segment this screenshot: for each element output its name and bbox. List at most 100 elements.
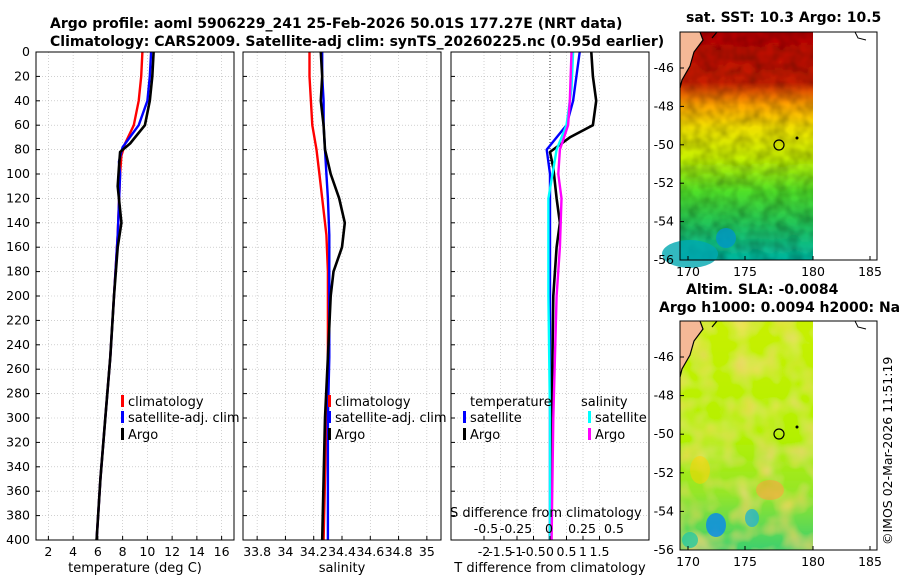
imos-watermark: ©IMOS 02-Mar-2026 11:51:19 xyxy=(880,357,895,545)
sla-low-patch xyxy=(682,532,698,548)
map-y-tick-label: -54 xyxy=(654,503,674,518)
sla-map-axes: 170 175 180 185 -46 -48 -50 -52 -54 -56 xyxy=(654,349,882,569)
map-y-tick-label: -52 xyxy=(654,465,674,480)
s-difference-label: S difference from climatology xyxy=(450,506,642,521)
argo-float-marker xyxy=(773,428,785,440)
sla-low-patch xyxy=(706,513,726,537)
y-tick-label: 220 xyxy=(6,312,30,327)
coastline-icon xyxy=(854,31,867,41)
x-tick-label: 0.5 xyxy=(557,544,577,559)
x-tick-label: 1 xyxy=(579,544,587,559)
sla-field xyxy=(680,321,813,550)
legend-label-satellite: satellite-adj. clim xyxy=(335,411,447,426)
map-y-tick-label: -48 xyxy=(654,388,674,403)
legend-label-climatology: climatology xyxy=(128,395,204,410)
sla-high-patch xyxy=(690,456,710,484)
x-tick-label: 8 xyxy=(119,544,127,559)
x-tick-label: -1.5 xyxy=(488,544,512,559)
x-tick-label: 33.8 xyxy=(243,544,271,559)
map-y-tick-label: -56 xyxy=(654,252,674,267)
y-tick-label: 180 xyxy=(6,264,30,279)
y-tick-label: 280 xyxy=(6,386,30,401)
map-y-tick-label: -46 xyxy=(654,349,674,364)
coastline-icon xyxy=(679,320,718,378)
x-tick-label: 34.6 xyxy=(356,544,384,559)
coastline-icon xyxy=(854,320,867,330)
y-tick-label: 120 xyxy=(6,190,30,205)
island-icon xyxy=(795,136,799,140)
sst-field xyxy=(680,32,813,260)
y-tick-label: 320 xyxy=(6,434,30,449)
s-tick-label: 0.25 xyxy=(568,521,596,536)
legend-swatch-climatology xyxy=(328,395,331,407)
s-tick-label: 0.5 xyxy=(604,521,624,536)
legend-title-temperature: temperature xyxy=(470,395,552,410)
legend-swatch-s-satellite xyxy=(588,411,591,423)
sst-map-title: sat. SST: 10.3 Argo: 10.5 xyxy=(686,10,881,26)
sla-map-frame xyxy=(679,320,878,551)
x-tick-label: 4 xyxy=(69,544,77,559)
x-tick-label: -1 xyxy=(511,544,523,559)
map-y-tick-label: -56 xyxy=(654,542,674,557)
sst-map-frame xyxy=(679,31,878,261)
x-tick-label: 16 xyxy=(214,544,230,559)
legend-label-s-argo: Argo xyxy=(595,428,625,443)
temperature-legend: climatology satellite-adj. clim Argo xyxy=(121,395,240,443)
coastline-icon xyxy=(679,31,718,89)
sla-map-title-1: Altim. SLA: -0.0084 xyxy=(686,282,839,298)
salinity-panel: 33.8 34 34.2 34.4 34.6 34.8 35 salinity xyxy=(242,51,442,576)
y-tick-label: 240 xyxy=(6,337,30,352)
difference-xlabel: T difference from climatology xyxy=(453,561,646,576)
sla-low-patch xyxy=(745,509,759,527)
legend-swatch-argo xyxy=(121,428,124,440)
map-y-tick-label: -46 xyxy=(654,60,674,75)
legend-swatch-satellite xyxy=(121,411,124,423)
map-x-tick-label: 170 xyxy=(676,264,700,279)
s-tick-label: -0.25 xyxy=(500,521,532,536)
legend-label-climatology: climatology xyxy=(335,395,411,410)
title-line-2: Climatology: CARS2009. Satellite-adj cli… xyxy=(50,34,664,50)
sst-cold-patch xyxy=(662,240,718,268)
salinity-xlabel: salinity xyxy=(319,561,366,576)
satellite-adj-clim-line xyxy=(321,52,331,540)
sla-high-patch xyxy=(756,480,784,500)
title-line-1: Argo profile: aoml 5906229_241 25-Feb-20… xyxy=(50,16,622,32)
map-x-tick-label: 175 xyxy=(733,554,757,569)
legend-swatch-t-satellite xyxy=(463,411,466,423)
map-x-tick-label: 180 xyxy=(801,554,825,569)
x-tick-label: 6 xyxy=(94,544,102,559)
x-tick-label: 1.5 xyxy=(590,544,610,559)
y-tick-label: 0 xyxy=(22,44,30,59)
salinity-series-group xyxy=(308,52,347,540)
y-tick-label: 260 xyxy=(6,361,30,376)
map-y-tick-label: -48 xyxy=(654,98,674,113)
x-tick-label: 2 xyxy=(44,544,52,559)
y-tick-label: 380 xyxy=(6,508,30,523)
map-y-tick-label: -54 xyxy=(654,214,674,229)
x-tick-label: -0.5 xyxy=(521,544,545,559)
sst-cold-patch xyxy=(716,228,736,248)
y-tick-label: 340 xyxy=(6,459,30,474)
map-x-tick-label: 170 xyxy=(676,554,700,569)
temperature-xlabel: temperature (deg C) xyxy=(68,561,202,576)
difference-panel: -2-1.5-1-0.5 0 0.5 1 1.5T difference from cl… xyxy=(450,51,650,576)
y-tick-label: 360 xyxy=(6,483,30,498)
x-tick-label: -2 xyxy=(478,544,490,559)
map-x-tick-label: 185 xyxy=(858,264,882,279)
argo-line xyxy=(319,52,347,540)
island-icon xyxy=(795,425,799,429)
difference-series-group xyxy=(545,52,598,540)
y-tick-label: 60 xyxy=(14,117,30,132)
temperature-panel: 2 4 6 8 10 12 14 160204060801001201401601802002… xyxy=(6,44,235,576)
sst-map-axes: 170 175 180 185 -46 -48 -50 -52 -54 -56 xyxy=(654,60,882,279)
x-tick-label: 35 xyxy=(419,544,435,559)
y-tick-label: 40 xyxy=(14,93,30,108)
argo-line xyxy=(95,52,155,540)
difference-legend: temperature satellite Argo salinity sate… xyxy=(463,395,647,443)
legend-swatch-argo xyxy=(328,428,331,440)
map-x-tick-label: 175 xyxy=(733,264,757,279)
y-tick-label: 80 xyxy=(14,142,30,157)
y-tick-label: 140 xyxy=(6,215,30,230)
legend-label-argo: Argo xyxy=(335,428,365,443)
sst-map xyxy=(662,31,878,268)
